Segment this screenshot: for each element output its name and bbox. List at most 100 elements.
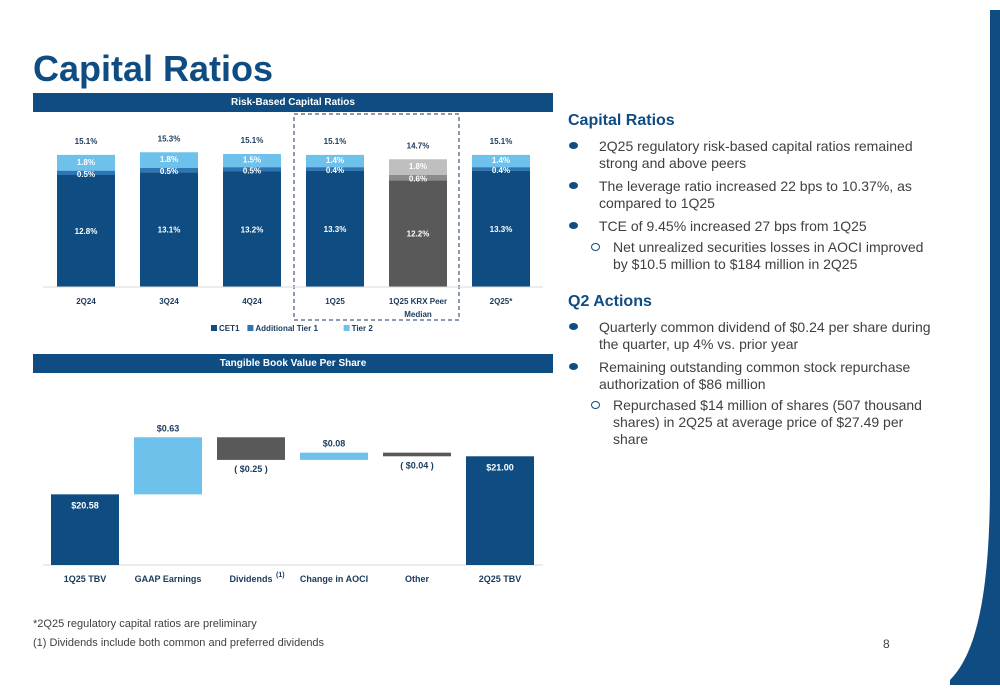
bullet-item: TCE of 9.45% increased 27 bps from 1Q25 <box>568 218 938 235</box>
sidebar-heading-capital-ratios: Capital Ratios <box>568 112 675 129</box>
data-label: 1.8% <box>160 155 178 164</box>
data-label: 13.3% <box>490 225 513 234</box>
bullet-icon <box>569 222 578 229</box>
data-label: 1.4% <box>492 156 510 165</box>
bar-cet1 <box>223 171 281 287</box>
x-tick-label: 1Q25 TBV <box>64 574 107 584</box>
capital-ratios-chart: 12.8% 0.5% 1.8% 15.1% 2Q24 13.1% 0.5% 1.8% 15.3%… <box>43 113 543 333</box>
bullet-text: 2Q25 regulatory risk-based capital ratio… <box>599 138 913 171</box>
sidebar-heading-q2-actions: Q2 Actions <box>568 293 652 310</box>
bullet-item: 2Q25 regulatory risk-based capital ratio… <box>568 138 938 172</box>
data-label: 1.8% <box>409 162 427 171</box>
legend-swatch <box>247 325 254 331</box>
x-tick-label: Change in AOCI <box>300 574 368 584</box>
data-label: $0.63 <box>157 423 180 433</box>
data-label: ( $0.04 ) <box>400 460 434 470</box>
bar-tier-2 <box>306 154 364 168</box>
sub-bullet-item: Net unrealized securities losses in AOCI… <box>568 239 938 273</box>
right-accent-bar <box>950 0 1000 685</box>
x-tick-label: 3Q24 <box>159 297 179 306</box>
total-label: 15.1% <box>75 137 98 146</box>
footnote-dividends: (1) Dividends include both common and pr… <box>33 637 325 649</box>
bar-tier-2 <box>140 152 198 168</box>
waterfall-bar <box>466 456 534 565</box>
waterfall-bar <box>217 437 285 460</box>
legend-swatch <box>343 325 350 331</box>
data-label: 13.3% <box>324 225 347 234</box>
legend-label: Tier 2 <box>352 324 374 333</box>
legend-label: CET1 <box>219 324 240 333</box>
data-label: 13.1% <box>158 226 181 235</box>
bar-tier-2 <box>57 154 115 171</box>
data-label: 1.4% <box>326 156 344 165</box>
bullet-item: Remaining outstanding common stock repur… <box>568 359 938 393</box>
tbv-chart-banner: Tangible Book Value Per Share <box>33 354 553 373</box>
data-label: 12.2% <box>407 230 430 239</box>
bullet-text: Repurchased $14 million of shares (507 t… <box>613 397 922 447</box>
total-label: 15.1% <box>324 137 347 146</box>
bullet-text: Quarterly common dividend of $0.24 per s… <box>599 319 931 352</box>
data-label: 0.6% <box>409 175 427 184</box>
bar-tier-2 <box>389 159 447 175</box>
capital-chart-banner: Risk-Based Capital Ratios <box>33 93 553 112</box>
data-label: 12.8% <box>75 227 98 236</box>
data-label: 1.8% <box>77 158 95 167</box>
peer-comparison-box <box>293 113 460 321</box>
tbv-waterfall-chart: $20.58 1Q25 TBV $0.63 GAAP Earnings ( $0.25 … <box>43 423 543 584</box>
bullet-icon <box>569 142 578 149</box>
total-label: 15.3% <box>158 134 181 143</box>
data-label: 0.4% <box>326 166 344 175</box>
bullet-item: Quarterly common dividend of $0.24 per s… <box>568 319 938 353</box>
bar-additional-tier-1 <box>389 175 447 181</box>
legend-label: Additional Tier 1 <box>255 324 318 333</box>
page-title: Capital Ratios <box>33 48 274 89</box>
data-label: $20.58 <box>71 500 99 510</box>
waterfall-bar <box>134 437 202 495</box>
x-tick-label: 2Q25* <box>490 297 514 306</box>
total-label: 15.1% <box>241 136 264 145</box>
x-tick-label: 1Q25 KRX Peer <box>389 297 447 306</box>
bullet-icon <box>569 182 578 189</box>
data-label: $21.00 <box>486 462 514 472</box>
bar-additional-tier-1 <box>306 167 364 171</box>
bar-tier-2 <box>223 154 281 168</box>
waterfall-bar <box>300 452 368 460</box>
bullet-text: Remaining outstanding common stock repur… <box>599 359 911 392</box>
x-tick-label: 4Q24 <box>242 297 262 306</box>
waterfall-bar <box>383 452 451 457</box>
data-label: ( $0.25 ) <box>234 464 268 474</box>
bullet-text: Net unrealized securities losses in AOCI… <box>613 239 924 272</box>
footnote-marker: (1) <box>276 572 285 579</box>
data-label: 0.4% <box>492 166 510 175</box>
footnote-preliminary: *2Q25 regulatory capital ratios are prel… <box>33 618 257 630</box>
waterfall-bar <box>51 494 119 565</box>
bar-cet1 <box>140 172 198 287</box>
bar-cet1 <box>306 170 364 287</box>
bullet-icon <box>569 363 578 370</box>
data-label: 13.2% <box>241 225 264 234</box>
page-number: 8 <box>883 637 890 651</box>
data-label: 1.5% <box>243 156 261 165</box>
bullet-icon <box>569 323 578 330</box>
q2-actions-bullets: Quarterly common dividend of $0.24 per s… <box>568 319 938 448</box>
bar-additional-tier-1 <box>472 167 530 171</box>
sidebar-commentary: Capital Ratios 2Q25 regulatory risk-base… <box>568 112 938 454</box>
bar-additional-tier-1 <box>140 168 198 173</box>
bar-cet1 <box>389 180 447 287</box>
hollow-bullet-icon <box>591 243 600 251</box>
bullet-item: The leverage ratio increased 22 bps to 1… <box>568 178 938 212</box>
x-tick-label: GAAP Earnings <box>135 574 202 584</box>
bar-tier-2 <box>472 154 530 168</box>
legend-swatch <box>211 325 217 331</box>
total-label: 15.1% <box>490 137 513 146</box>
total-label: 14.7% <box>407 141 430 150</box>
data-label: 0.5% <box>77 170 95 179</box>
bar-cet1 <box>472 170 530 287</box>
x-tick-label: 2Q24 <box>76 297 96 306</box>
hollow-bullet-icon <box>591 401 600 409</box>
x-tick-label: 2Q25 TBV <box>479 574 522 584</box>
bar-additional-tier-1 <box>57 170 115 175</box>
bullet-text: The leverage ratio increased 22 bps to 1… <box>599 178 912 211</box>
sub-bullet-item: Repurchased $14 million of shares (507 t… <box>568 397 938 448</box>
x-tick-label: Dividends <box>229 574 272 584</box>
